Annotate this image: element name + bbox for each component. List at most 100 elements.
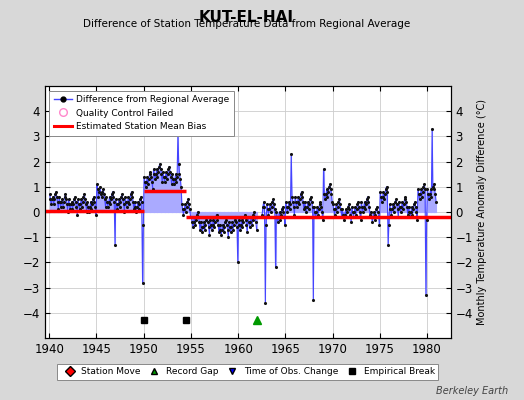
Point — [103, 199, 111, 205]
Point — [228, 219, 236, 225]
Point — [77, 196, 85, 203]
Point — [83, 199, 92, 205]
Point — [394, 206, 402, 213]
Point — [113, 206, 122, 213]
Point — [74, 201, 83, 208]
Point — [387, 211, 396, 218]
Point — [48, 196, 56, 203]
Point — [201, 226, 209, 233]
Point — [149, 186, 157, 192]
Point — [71, 199, 80, 205]
Point — [214, 222, 222, 228]
Point — [419, 184, 428, 190]
Point — [249, 211, 258, 218]
Point — [243, 229, 252, 235]
Point — [379, 189, 388, 195]
Point — [432, 199, 440, 205]
Point — [345, 206, 354, 213]
Point — [281, 199, 290, 205]
Point — [193, 209, 202, 215]
Point — [264, 206, 272, 213]
Point — [250, 209, 258, 215]
Point — [115, 196, 123, 203]
Point — [118, 191, 126, 198]
Point — [266, 201, 274, 208]
Point — [406, 214, 414, 220]
Point — [82, 201, 90, 208]
Point — [152, 166, 161, 172]
Point — [216, 226, 225, 233]
Point — [272, 209, 280, 215]
Point — [128, 194, 136, 200]
Point — [359, 204, 368, 210]
Point — [226, 229, 235, 235]
Point — [223, 222, 231, 228]
Point — [328, 199, 336, 205]
Point — [107, 196, 115, 203]
Y-axis label: Monthly Temperature Anomaly Difference (°C): Monthly Temperature Anomaly Difference (… — [477, 99, 487, 325]
Point — [322, 191, 330, 198]
Point — [332, 201, 341, 208]
Point — [154, 168, 162, 175]
Point — [120, 209, 128, 215]
Point — [274, 219, 282, 225]
Point — [160, 178, 169, 185]
Point — [242, 216, 250, 223]
Point — [374, 209, 382, 215]
Point — [98, 189, 106, 195]
Point — [430, 181, 438, 188]
Point — [137, 199, 146, 205]
Point — [314, 206, 323, 213]
Point — [263, 201, 271, 208]
Point — [380, 196, 388, 203]
Point — [182, 204, 191, 210]
Point — [299, 199, 307, 205]
Point — [87, 206, 95, 213]
Point — [366, 211, 374, 218]
Point — [305, 201, 313, 208]
Point — [195, 219, 203, 225]
Point — [234, 216, 243, 223]
Point — [287, 151, 296, 157]
Point — [431, 191, 440, 198]
Point — [96, 191, 105, 198]
Point — [265, 206, 274, 213]
Point — [241, 211, 249, 218]
Point — [109, 194, 117, 200]
Point — [283, 209, 291, 215]
Point — [330, 211, 339, 218]
Point — [389, 209, 398, 215]
Point — [122, 199, 130, 205]
Point — [50, 196, 59, 203]
Point — [138, 279, 147, 286]
Point — [149, 166, 158, 172]
Point — [318, 209, 326, 215]
Point — [245, 224, 254, 230]
Point — [412, 209, 421, 215]
Point — [295, 201, 303, 208]
Point — [201, 222, 210, 228]
Point — [104, 204, 112, 210]
Point — [198, 229, 206, 235]
Point — [339, 211, 347, 218]
Point — [165, 164, 173, 170]
Point — [341, 211, 349, 218]
Point — [108, 189, 117, 195]
Point — [270, 201, 278, 208]
Point — [267, 204, 276, 210]
Point — [373, 204, 381, 210]
Point — [314, 211, 322, 218]
Point — [403, 204, 411, 210]
Point — [259, 204, 267, 210]
Point — [112, 196, 120, 203]
Point — [420, 181, 429, 188]
Point — [209, 222, 217, 228]
Point — [172, 178, 181, 185]
Point — [88, 201, 96, 208]
Point — [319, 166, 328, 172]
Point — [107, 191, 116, 198]
Point — [127, 189, 136, 195]
Point — [308, 199, 316, 205]
Point — [400, 201, 408, 208]
Point — [66, 206, 74, 213]
